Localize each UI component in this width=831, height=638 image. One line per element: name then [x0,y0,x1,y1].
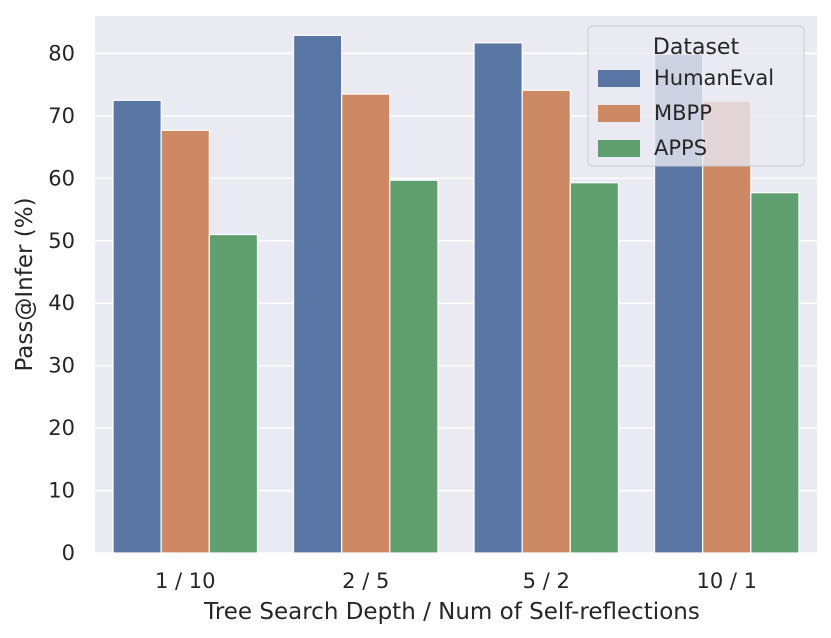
legend-swatch-humaneval [598,70,640,87]
x-axis-label: Tree Search Depth / Num of Self-reflecti… [203,599,700,625]
y-tick-label: 50 [48,229,75,253]
y-tick-label: 70 [48,104,75,128]
x-tick-label: 1 / 10 [155,569,216,593]
legend-label-mbpp: MBPP [654,101,712,125]
y-tick-label: 80 [48,41,75,65]
bar-mbpp-2 [521,89,571,554]
bar-mbpp-3 [702,100,752,554]
bars [112,34,800,554]
y-tick-label: 60 [48,166,75,190]
y-tick-label: 10 [48,479,75,503]
legend-label-humaneval: HumanEval [654,66,774,90]
bar-apps-1 [389,179,439,554]
legend-label-apps: APPS [654,136,707,160]
legend-title: Dataset [653,35,740,60]
legend-swatch-apps [598,140,640,157]
bar-humaneval-0 [112,99,162,554]
legend-swatch-mbpp [598,105,640,122]
bar-humaneval-1 [292,34,343,554]
y-tick-label: 40 [48,291,75,315]
y-tick-label: 20 [48,416,75,440]
x-tick-label: 10 / 1 [696,569,757,593]
bar-mbpp-0 [160,129,210,554]
y-tick-label: 0 [62,541,75,565]
bar-mbpp-1 [341,93,391,554]
y-tick-labels: 0 10 20 30 40 50 60 70 80 [48,41,75,565]
bar-humaneval-2 [473,42,523,554]
bar-apps-0 [208,233,259,554]
bar-apps-3 [750,192,800,554]
legend-box [587,25,805,167]
x-tick-labels: 1 / 10 2 / 5 5 / 2 10 / 1 [155,569,757,593]
bar-apps-2 [569,182,620,554]
legend: Dataset HumanEval MBPP APPS [587,25,805,167]
y-tick-label: 30 [48,354,75,378]
y-axis-label: Pass@Infer (%) [12,197,38,371]
x-tick-label: 5 / 2 [523,569,570,593]
x-tick-label: 2 / 5 [342,569,389,593]
